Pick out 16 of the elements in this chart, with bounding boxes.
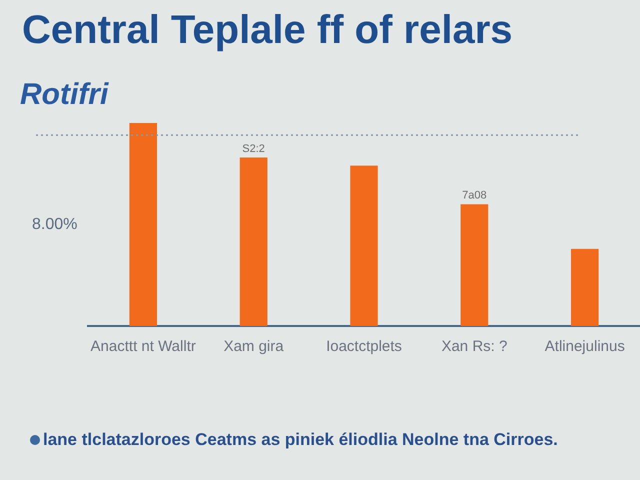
bar bbox=[571, 248, 599, 326]
chart-subtitle: Rotifri bbox=[20, 78, 108, 112]
bar bbox=[129, 123, 157, 326]
chart-title: Central Teplale ff of relars bbox=[22, 8, 513, 53]
annotation: 8.00% bbox=[32, 216, 78, 233]
x-tick-label: Xam gira bbox=[224, 338, 284, 356]
bar bbox=[240, 158, 268, 326]
text: lane tlclatazloroes Ceatms as piniek éliodlia Neolne tna Cirroes. bbox=[43, 430, 558, 450]
bar bbox=[460, 204, 488, 326]
annotation: S2:2 bbox=[242, 143, 265, 156]
x-tick-label: Atlinejulinus bbox=[544, 338, 625, 356]
x-tick-label: Xan Rs: ? bbox=[441, 338, 508, 356]
annotation: 7a08 bbox=[462, 190, 487, 202]
x-tick-label: Ioactctplets bbox=[326, 338, 402, 356]
x-tick-label: Anacttt nt Walltr bbox=[90, 338, 196, 356]
bar bbox=[350, 166, 378, 326]
